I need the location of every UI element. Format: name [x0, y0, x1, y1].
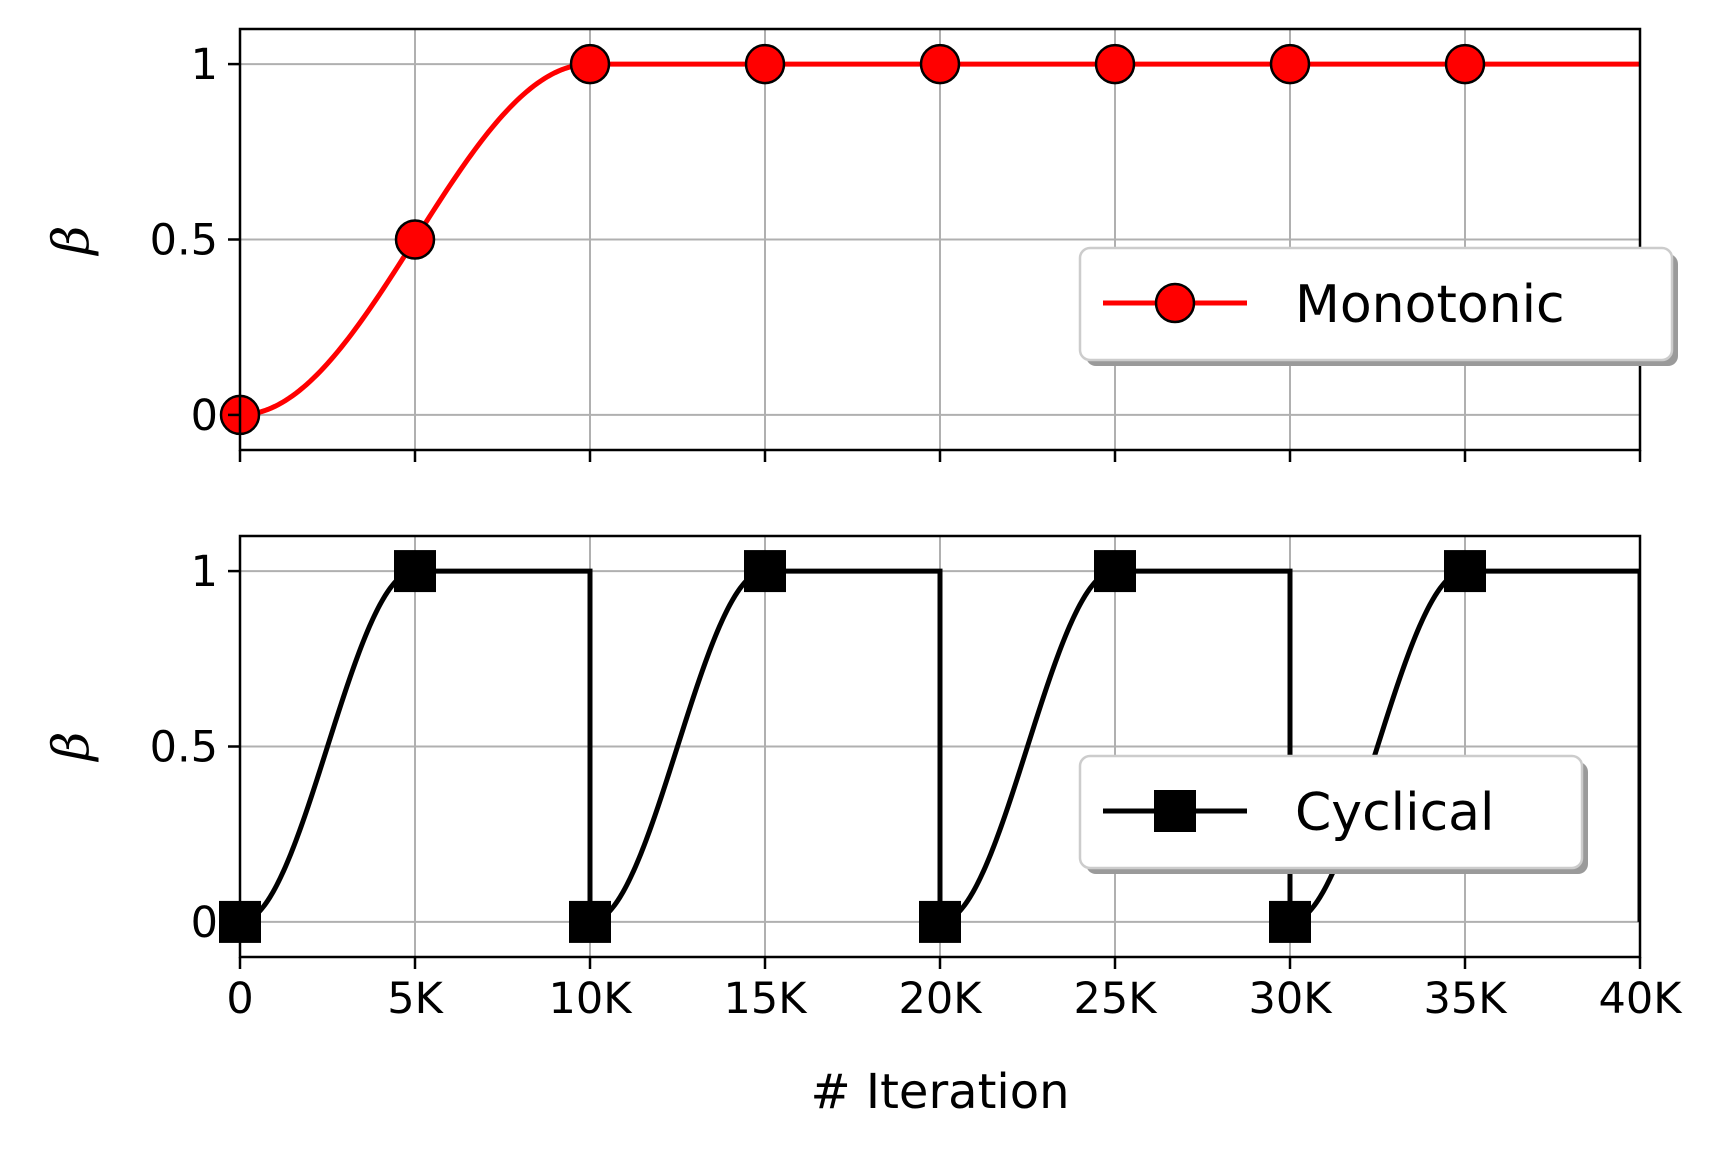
monotonic-marker	[919, 43, 961, 85]
cyclical-markers	[219, 550, 1486, 943]
cyclical-marker	[744, 550, 786, 593]
x-tick-label: 15K	[724, 974, 809, 1024]
y-tick-label: 1	[191, 40, 218, 90]
x-tick-label: 10K	[549, 974, 634, 1024]
top-y-axis-label: β	[42, 226, 100, 257]
x-tick-label: 40K	[1599, 974, 1684, 1024]
monotonic-markers	[219, 43, 1486, 436]
cyclical-marker	[1269, 900, 1311, 943]
x-tick-label: 25K	[1074, 974, 1159, 1024]
cyclical-marker	[569, 900, 611, 943]
x-tick-label: 5K	[387, 974, 444, 1024]
monotonic-marker	[1094, 43, 1136, 85]
top-ticks: 00.51	[150, 40, 1642, 462]
x-tick-label: 20K	[899, 974, 984, 1024]
y-tick-label: 0	[191, 898, 218, 948]
y-tick-label: 1	[191, 547, 218, 597]
cyclical-marker	[1094, 550, 1136, 593]
cyclical-marker	[919, 900, 961, 943]
bottom-panel: 0 5K 10K 15K 20K 25K 30K 35K 40K 0 0.5 1 β # Iterat…	[42, 534, 1684, 1120]
monotonic-marker	[569, 43, 611, 85]
top-gridlines	[239, 29, 1641, 450]
legend-monotonic: Monotonic	[1078, 246, 1678, 366]
top-panel: 00.51 β Monotonic	[42, 27, 1678, 462]
monotonic-marker	[1444, 43, 1486, 85]
x-tick-label: 35K	[1424, 974, 1509, 1024]
legend-monotonic-label: Monotonic	[1295, 275, 1565, 335]
cyclical-marker	[394, 550, 436, 593]
bottom-ticks: 0 5K 10K 15K 20K 25K 30K 35K 40K 0 0.5 1	[150, 547, 1684, 1024]
legend-monotonic-marker	[1154, 282, 1196, 324]
y-tick-label: 0.5	[150, 723, 218, 773]
x-tick-label: 0	[226, 974, 253, 1024]
bottom-y-axis-label: β	[42, 732, 100, 763]
cyclical-marker	[1444, 550, 1486, 593]
monotonic-marker	[394, 219, 436, 260]
y-tick-label: 0	[191, 391, 218, 441]
monotonic-marker	[744, 43, 786, 85]
x-tick-label: 30K	[1249, 974, 1334, 1024]
y-tick-label: 0.5	[150, 216, 218, 266]
legend-cyclical-marker	[1154, 790, 1196, 832]
legend-cyclical: Cyclical	[1078, 754, 1588, 874]
legend-cyclical-label: Cyclical	[1295, 783, 1494, 843]
monotonic-marker	[1269, 43, 1311, 85]
x-axis-label: # Iteration	[810, 1064, 1069, 1120]
